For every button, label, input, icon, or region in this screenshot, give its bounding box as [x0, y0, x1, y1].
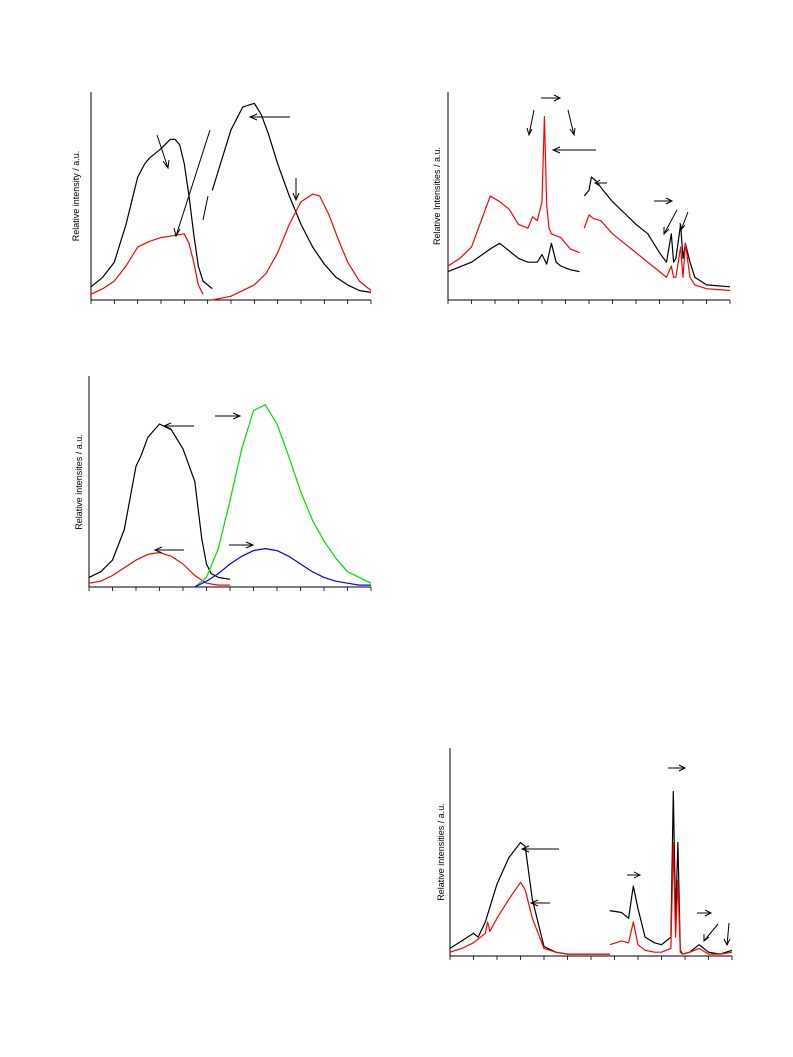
- annotation-arrowhead: [248, 113, 258, 121]
- annotation-arrowhead: [529, 899, 539, 907]
- series-line-red: [609, 841, 733, 955]
- y-axis-label: Relative intensites / a.u.: [74, 434, 84, 530]
- annotation-arrowhead: [665, 197, 674, 205]
- panel-c: Relative intensites / a.u.: [74, 376, 372, 591]
- series-line-red: [90, 233, 204, 295]
- annotation-arrows: [153, 412, 255, 554]
- annotation-arrowhead: [162, 159, 170, 170]
- annotation-arrowhead: [520, 845, 530, 853]
- series-line-black: [609, 790, 733, 955]
- annotation-arrow: [202, 195, 209, 221]
- series-line-black: [583, 176, 731, 288]
- series-line-blue: [194, 547, 371, 588]
- series-line-black: [447, 242, 580, 273]
- annotation-arrowhead: [245, 541, 255, 549]
- annotation-arrowhead: [153, 546, 163, 554]
- annotation-arrowhead: [679, 222, 686, 232]
- series-line-red: [449, 881, 610, 955]
- curves: [447, 115, 731, 292]
- annotation-arrowhead: [633, 871, 642, 879]
- annotation-arrowhead: [678, 764, 687, 772]
- series-line-green: [194, 404, 372, 588]
- series-line-red: [212, 193, 372, 301]
- y-axis-label: Relative intensities / a.u.: [436, 803, 446, 901]
- series-line-red: [447, 115, 580, 267]
- series-line-black: [449, 841, 610, 955]
- annotation-arrowhead: [232, 412, 242, 420]
- panel-d: Relative intensities / a.u.: [436, 748, 733, 960]
- annotation-arrow: [175, 129, 211, 237]
- curves: [90, 102, 372, 301]
- annotation-arrows: [520, 764, 731, 947]
- annotation-arrowhead: [553, 94, 562, 102]
- series-line-red: [88, 551, 230, 586]
- curves: [88, 404, 372, 588]
- annotation-arrow: [680, 211, 689, 231]
- panel-a: Relative intensity / a.u.: [71, 92, 372, 304]
- annotation-arrowhead: [723, 938, 731, 947]
- series-line-black: [88, 423, 231, 580]
- annotation-arrows: [526, 94, 689, 236]
- annotation-arrow: [663, 209, 678, 235]
- panel-b: Relative Intensities / a.u.: [432, 92, 731, 304]
- annotation-arrowhead: [292, 192, 300, 202]
- curves: [449, 790, 733, 955]
- annotation-arrowhead: [569, 127, 576, 137]
- annotation-arrowhead: [551, 146, 561, 154]
- series-line-red: [583, 214, 731, 292]
- annotation-arrow: [156, 134, 169, 169]
- annotation-arrow: [528, 109, 535, 136]
- series-line-black: [211, 102, 372, 293]
- y-axis-label: Relative intensity / a.u.: [71, 151, 81, 242]
- annotation-arrowhead: [173, 227, 181, 238]
- annotation-arrowhead: [663, 227, 670, 236]
- annotation-arrows: [156, 113, 300, 238]
- annotation-arrowhead: [162, 422, 172, 430]
- series-line-black: [90, 138, 213, 290]
- annotation-arrowhead: [526, 127, 533, 137]
- annotation-arrow: [567, 109, 575, 136]
- annotation-arrow: [726, 922, 730, 946]
- y-axis-label: Relative Intensities / a.u.: [432, 147, 442, 245]
- annotation-arrow: [703, 923, 719, 942]
- annotation-arrowhead: [704, 909, 713, 917]
- annotation-arrowhead: [594, 179, 601, 187]
- annotation-arrowhead: [703, 934, 710, 943]
